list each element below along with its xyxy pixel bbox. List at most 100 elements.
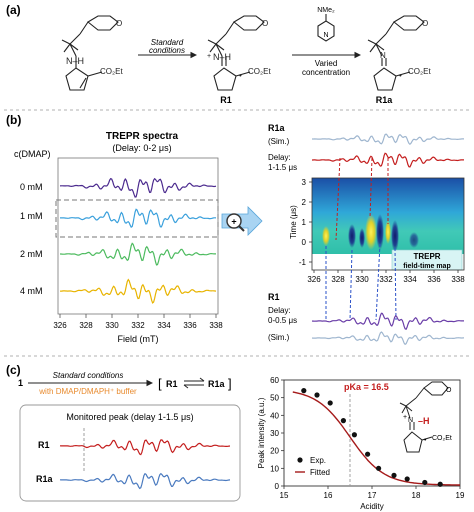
r1-sim-trace (312, 332, 464, 344)
monitored-peak-title: Monitored peak (delay 1-1.5 μs) (66, 412, 193, 422)
pka-chart: 15 16 17 18 19 0 10 20 30 40 50 60 Acidity Peak inten… (257, 376, 465, 511)
oxygen-atom-2: O (262, 19, 268, 28)
spectra-xtick-label-4: 334 (157, 321, 171, 330)
chart-ytick-label-1: 10 (270, 464, 279, 473)
cation-plus: + (207, 53, 211, 60)
map-ylabel: Time (μs) (289, 205, 298, 239)
structure-r1a (368, 16, 424, 90)
chart-xtick-label-0: 15 (280, 491, 289, 500)
chart-xtick-label-1: 16 (324, 491, 333, 500)
spectra-xlabel: Field (mT) (118, 334, 159, 344)
panel-a-label: (a) (6, 3, 21, 17)
chart-xtick-label-2: 17 (368, 491, 377, 500)
map-caption-2: field-time map (403, 263, 450, 270)
map-ytick-label-0: 3 (302, 178, 307, 187)
monitored-trace-r1 (60, 440, 230, 455)
row-label-0mm: 0 mM (20, 182, 43, 192)
pka-label: pKa = 16.5 (344, 382, 389, 392)
spectra-xtick-label-6: 338 (209, 321, 223, 330)
r1a-sim-trace (312, 134, 464, 144)
exp-point-1 (314, 392, 319, 397)
legend-exp-marker (297, 457, 302, 462)
pyridine-n: N (323, 32, 328, 39)
map-y-axis: 3 2 1 0 -1 (299, 178, 312, 267)
inset-plus: + (403, 414, 407, 421)
sim-top-label: (Sim.) (268, 137, 290, 146)
exp-point-9 (422, 480, 427, 485)
exp-point-0 (301, 388, 306, 393)
arrow-c-bottom: with DMAP/DMAPH⁺ buffer (38, 387, 137, 396)
imine-n: N (380, 51, 386, 60)
legend-fit-label: Fitted (310, 468, 330, 477)
arrow-c-top: Standard conditions (53, 371, 124, 380)
spectra-xtick-label-5: 336 (183, 321, 197, 330)
map-ytick-label-3: 0 (302, 238, 307, 247)
arrow2-bottom-text: concentration (302, 68, 350, 77)
spectra-xtick-label-3: 332 (131, 321, 145, 330)
ester-label-2: CO₂Et (248, 67, 271, 76)
nh-label-2: N–H (213, 52, 231, 62)
map-xtick-label-1: 328 (331, 275, 345, 284)
inset-ester: CO₂Et (432, 435, 452, 442)
spectra-x-axis: 326 328 330 332 334 336 338 (53, 314, 223, 330)
arrow2-top-text: Varied (315, 59, 338, 68)
spectra-xtick-label-0: 326 (53, 321, 67, 330)
map-ytick-label-1: 2 (302, 198, 307, 207)
delay-bottom-line2: 0-0.5 μs (268, 316, 297, 325)
legend-exp-label: Exp. (310, 456, 326, 465)
inset-h: –H (418, 416, 430, 426)
chart-ytick-label-6: 60 (270, 376, 279, 385)
r1-delay-trace (312, 313, 464, 329)
compound-r1a-label: R1a (376, 95, 394, 105)
radical-dot-2: • (399, 71, 402, 80)
eq-right: R1a (208, 379, 226, 389)
spectra-title: TREPR spectra (106, 131, 179, 142)
spectra-traces (60, 179, 216, 303)
nh-label: N–H (66, 56, 84, 66)
exp-point-5 (365, 452, 370, 457)
panel-c-label: (c) (6, 363, 21, 377)
chart-ytick-label-0: 0 (275, 482, 280, 491)
spectra-subtitle: (Delay: 0-2 μs) (112, 143, 171, 153)
spectrum-row-0 (60, 179, 216, 198)
exp-point-7 (391, 473, 396, 478)
ester-label-3: CO₂Et (408, 67, 431, 76)
row-label-2mm: 2 mM (20, 249, 43, 259)
magnifier-plus: + (231, 217, 236, 227)
inset-oxygen: O (446, 387, 452, 394)
bracket-left: [ (158, 376, 162, 391)
oxygen-atom-1: O (116, 19, 122, 28)
map-xtick-label-5: 336 (427, 275, 441, 284)
row-label-1mm: 1 mM (20, 211, 43, 221)
exp-point-4 (352, 432, 357, 437)
dmap-reagent-label: NMe₂ (317, 7, 335, 14)
inset-n: N (408, 417, 413, 424)
monitored-traces (60, 440, 230, 489)
equilibrium-arrows (184, 378, 204, 388)
panel-b-label: (b) (6, 113, 21, 127)
trace-label-r1: R1 (38, 440, 50, 450)
inset-dot: • (424, 437, 427, 444)
spectra-xtick-label-1: 328 (79, 321, 93, 330)
r1-traces (312, 313, 464, 344)
chart-ytick-label-5: 50 (270, 394, 279, 403)
arrow1-bottom-text: conditions (149, 46, 185, 55)
chart-ytick-label-2: 20 (270, 447, 279, 456)
exp-point-10 (438, 482, 443, 487)
radical-dot-1: • (239, 71, 242, 80)
r1a-traces (312, 134, 464, 167)
map-xtick-label-6: 338 (451, 275, 465, 284)
delay-top-line2: 1-1.5 μs (268, 163, 297, 172)
map-xtick-label-0: 326 (307, 275, 321, 284)
ester-label-1: CO₂Et (100, 67, 123, 76)
chart-xlabel: Acidity (360, 502, 384, 511)
bracket-right: ] (228, 376, 232, 391)
map-xtick-label-2: 330 (355, 275, 369, 284)
map-ytick-label-4: -1 (299, 258, 307, 267)
map-ytick-label-2: 1 (302, 218, 307, 227)
eq-left: R1 (166, 379, 178, 389)
exp-point-8 (405, 476, 410, 481)
map-xtick-label-4: 334 (403, 275, 417, 284)
trace-label-r1a: R1a (36, 474, 54, 484)
